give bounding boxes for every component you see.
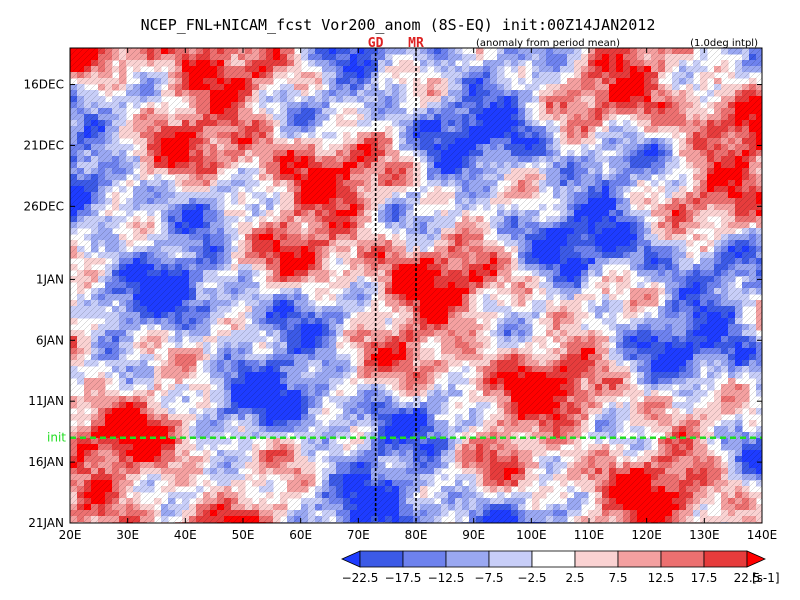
chart-title: NCEP_FNL+NICAM_fcst Vor200_anom (8S-EQ) … [141, 16, 656, 34]
chart-subtitle: (anomaly from period mean) [476, 38, 620, 49]
plot-area [70, 48, 762, 523]
interp-note: (1.0deg intpl) [690, 38, 758, 49]
